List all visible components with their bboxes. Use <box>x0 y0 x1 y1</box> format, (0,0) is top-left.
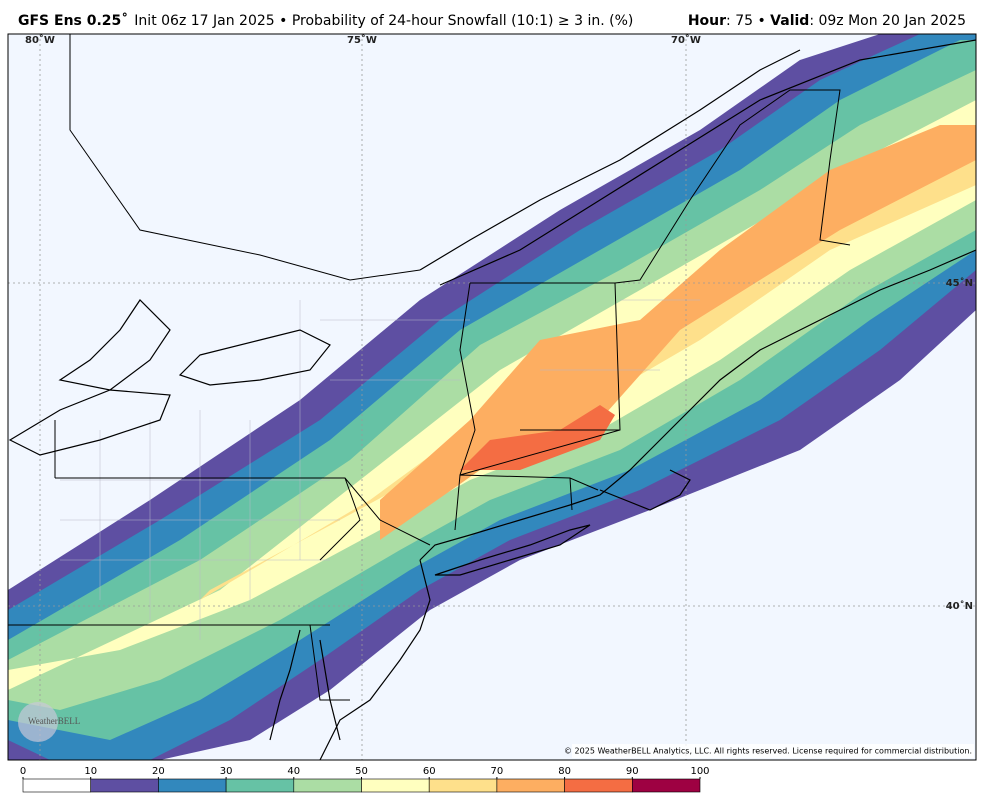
description: Init 06z 17 Jan 2025 • Probability of 24… <box>134 13 633 29</box>
copyright-background <box>572 744 974 758</box>
longitude-label: 70˚W <box>671 34 701 46</box>
band-80 <box>460 405 615 470</box>
long-island <box>434 524 591 576</box>
st-lawrence <box>419 39 976 286</box>
colorbar-bin <box>90 778 159 793</box>
lake-ontario <box>178 329 331 386</box>
colorbar-tick-label: 0 <box>20 766 26 777</box>
header-left: GFS Ens 0.25˚ Init 06z 17 Jan 2025 • Prob… <box>18 12 633 29</box>
latitude-label: 45˚N <box>946 277 973 289</box>
colorbar-bin <box>428 778 498 793</box>
colorbar-bin <box>158 778 227 793</box>
colorbar-bin <box>496 778 565 793</box>
county-lines <box>60 299 700 640</box>
colorbar-tick-label: 30 <box>220 766 233 777</box>
header-right: Hour: 75 • Valid: 09z Mon 20 Jan 2025 <box>688 13 966 29</box>
colorbar-tick-label: 20 <box>152 766 165 777</box>
colorbar-tick-label: 50 <box>355 766 368 777</box>
colorbar-tick-label: 60 <box>423 766 436 777</box>
state-borders <box>8 34 851 701</box>
model-name: GFS Ens 0.25˚ <box>18 12 128 29</box>
atlantic-coast <box>319 249 976 760</box>
lake-huron <box>58 299 171 391</box>
colorbar-tick-label: 90 <box>626 766 639 777</box>
valid-label: Valid <box>770 13 809 29</box>
colorbar-tick-label: 40 <box>287 766 300 777</box>
longitude-label: 80˚W <box>25 34 55 46</box>
colorbar-bin <box>631 778 701 793</box>
lake-erie <box>8 389 171 456</box>
colorbar-tick-label: 100 <box>690 766 709 777</box>
copyright: © 2025 WeatherBELL Analytics, LLC. All r… <box>564 747 972 756</box>
colorbar: 0 10 20 30 40 50 60 70 80 90 100 <box>20 766 710 793</box>
latitude-label: 40˚N <box>946 600 973 612</box>
colorbar-bin <box>293 778 362 793</box>
colorbar-bin <box>564 778 633 793</box>
map-frame <box>7 33 977 761</box>
logo: WeatherBELL <box>28 716 80 726</box>
colorbar-bin <box>361 778 430 793</box>
valid-value: : 09z Mon 20 Jan 2025 <box>809 13 966 29</box>
logo-globe <box>18 702 58 742</box>
colorbar-bin <box>22 778 91 793</box>
hour-label: Hour <box>688 13 726 29</box>
colorbar-tick-label: 10 <box>84 766 97 777</box>
colorbar-bin <box>225 778 295 793</box>
hour-value: : 75 • <box>726 13 770 29</box>
map <box>8 34 976 760</box>
colorbar-tick-label: 80 <box>558 766 571 777</box>
longitude-label: 75˚W <box>347 34 377 46</box>
colorbar-tick-label: 70 <box>491 766 504 777</box>
